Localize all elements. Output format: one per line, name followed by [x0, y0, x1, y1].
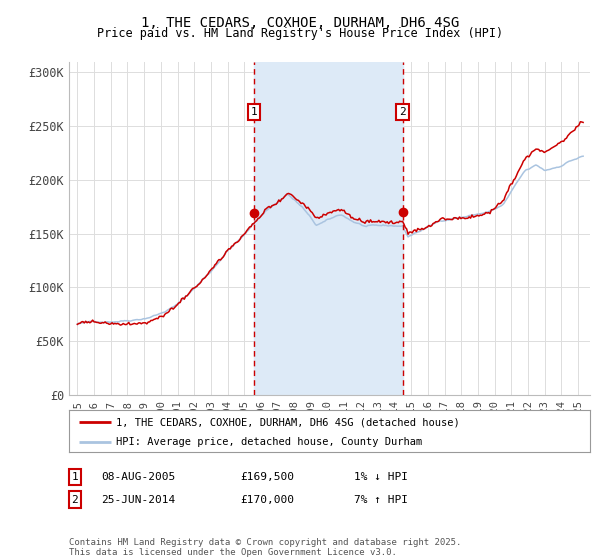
- Text: 1: 1: [71, 472, 79, 482]
- Text: 1% ↓ HPI: 1% ↓ HPI: [354, 472, 408, 482]
- Text: HPI: Average price, detached house, County Durham: HPI: Average price, detached house, Coun…: [116, 437, 422, 447]
- Text: 08-AUG-2005: 08-AUG-2005: [101, 472, 175, 482]
- Text: 1, THE CEDARS, COXHOE, DURHAM, DH6 4SG: 1, THE CEDARS, COXHOE, DURHAM, DH6 4SG: [141, 16, 459, 30]
- Text: £169,500: £169,500: [240, 472, 294, 482]
- Text: £170,000: £170,000: [240, 494, 294, 505]
- Bar: [254, 62, 403, 395]
- Text: Price paid vs. HM Land Registry's House Price Index (HPI): Price paid vs. HM Land Registry's House …: [97, 27, 503, 40]
- Text: Contains HM Land Registry data © Crown copyright and database right 2025.
This d: Contains HM Land Registry data © Crown c…: [69, 538, 461, 557]
- Text: 7% ↑ HPI: 7% ↑ HPI: [354, 494, 408, 505]
- Text: 1, THE CEDARS, COXHOE, DURHAM, DH6 4SG (detached house): 1, THE CEDARS, COXHOE, DURHAM, DH6 4SG (…: [116, 417, 460, 427]
- Text: 2: 2: [399, 107, 406, 117]
- Text: 2: 2: [71, 494, 79, 505]
- Text: 1: 1: [251, 107, 257, 117]
- Text: 25-JUN-2014: 25-JUN-2014: [101, 494, 175, 505]
